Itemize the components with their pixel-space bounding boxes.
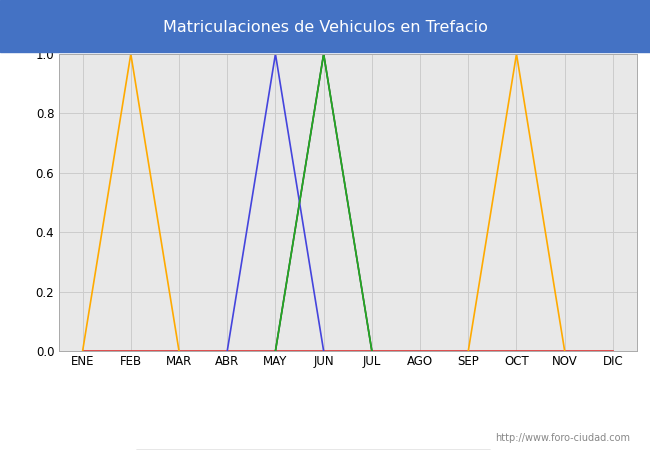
Text: Matriculaciones de Vehiculos en Trefacio: Matriculaciones de Vehiculos en Trefacio [162, 19, 488, 35]
Text: http://www.foro-ciudad.com: http://www.foro-ciudad.com [495, 433, 630, 443]
